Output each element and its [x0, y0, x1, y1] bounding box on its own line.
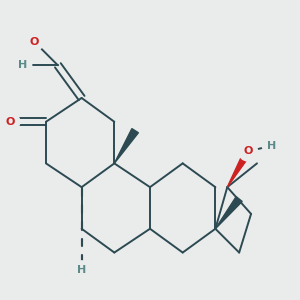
Circle shape — [72, 261, 91, 280]
Polygon shape — [114, 129, 138, 164]
Polygon shape — [227, 149, 251, 187]
Circle shape — [262, 136, 281, 155]
Circle shape — [1, 112, 20, 131]
Circle shape — [13, 56, 32, 75]
Text: O: O — [29, 37, 39, 46]
Text: O: O — [6, 117, 15, 127]
Text: H: H — [267, 140, 277, 151]
Text: H: H — [18, 60, 27, 70]
Polygon shape — [215, 196, 242, 229]
Text: H: H — [77, 266, 86, 275]
Circle shape — [25, 32, 44, 51]
Text: O: O — [243, 146, 253, 157]
Circle shape — [238, 142, 258, 161]
